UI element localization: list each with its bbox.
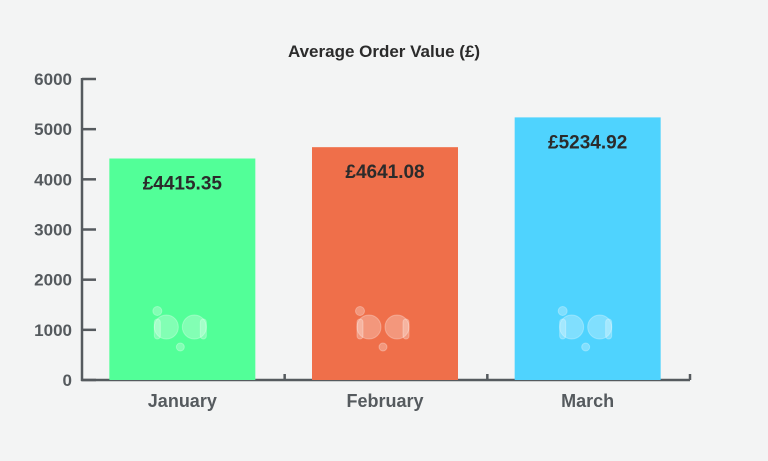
x-tick-label: March <box>561 391 614 411</box>
data-label: £4641.08 <box>345 162 424 183</box>
y-tick-label: 0 <box>63 371 72 390</box>
y-tick-label: 5000 <box>34 120 72 139</box>
labels: 0 1000 2000 3000 4000 5000 6000 £4415.35 January… <box>34 70 627 411</box>
bar <box>312 147 458 380</box>
chart-title: Average Order Value (£) <box>288 42 480 61</box>
y-tick-label: 1000 <box>34 321 72 340</box>
bar <box>109 158 256 380</box>
y-tick-label: 6000 <box>34 70 72 89</box>
bp-logo-icon <box>152 306 207 352</box>
y-tick-label: 3000 <box>34 221 72 240</box>
data-label: £4415.35 <box>143 173 223 194</box>
bp-logo-icon <box>355 306 410 352</box>
x-tick-label: January <box>148 391 217 411</box>
bars <box>109 117 661 380</box>
y-tick-label: 2000 <box>34 271 72 290</box>
x-tick-label: February <box>346 391 423 411</box>
bp-logo-icon <box>557 306 613 352</box>
y-tick-label: 4000 <box>34 170 72 189</box>
data-label: £5234.92 <box>548 132 627 153</box>
bar <box>514 117 661 380</box>
